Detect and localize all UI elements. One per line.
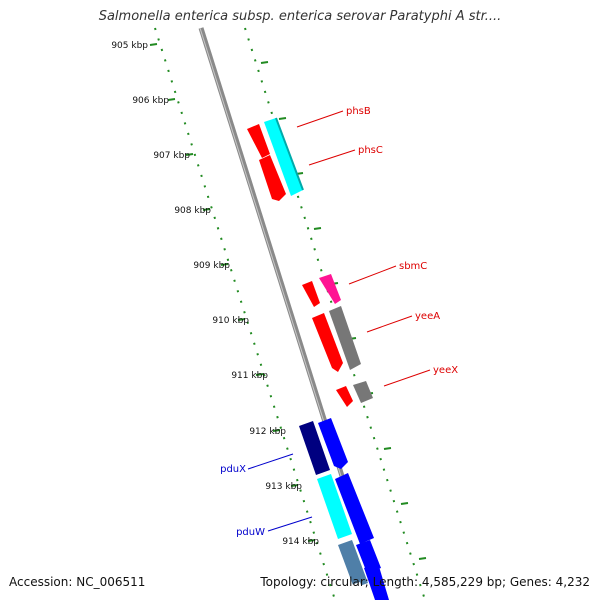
ruler-ticks — [149, 43, 427, 560]
tick-labels: 905 kbp 906 kbp 907 kbp 908 kbp 909 kbp … — [111, 41, 319, 547]
left-major-tick — [307, 539, 316, 542]
gene-feature-phsC[interactable] — [264, 118, 303, 196]
gene-features[interactable] — [247, 117, 389, 600]
tick-label: 912 kbp — [249, 427, 286, 437]
left-major-tick — [290, 484, 299, 487]
tick-label: 905 kbp — [111, 41, 148, 51]
gene-leaders — [247, 110, 431, 532]
left-major-tick — [272, 429, 281, 432]
gene-feature-blue[interactable] — [335, 473, 374, 544]
gene-feature-steel[interactable] — [338, 540, 368, 588]
gene-label-sbmC[interactable]: sbmC — [399, 261, 427, 272]
gene-label-pduX[interactable]: pduX — [220, 464, 246, 475]
right-major-tick — [400, 502, 409, 505]
leader-line-sbmC — [348, 265, 397, 285]
gene-feature-grey[interactable] — [329, 306, 361, 370]
gene-label-yeeX[interactable]: yeeX — [433, 365, 458, 376]
tick-label: 911 kbp — [231, 371, 268, 381]
gene-label-yeeA[interactable]: yeeA — [415, 311, 440, 322]
gene-feature-red[interactable] — [336, 386, 353, 407]
left-major-tick — [237, 318, 246, 321]
right-major-tick — [278, 117, 287, 120]
gene-label-pduW[interactable]: pduW — [236, 527, 265, 538]
tick-label: 906 kbp — [132, 96, 169, 106]
gene-feature-pduX[interactable] — [299, 421, 330, 475]
gene-feature-red[interactable] — [302, 281, 320, 307]
left-major-tick — [202, 208, 211, 211]
right-major-tick — [260, 61, 269, 64]
tick-label: 907 kbp — [153, 151, 190, 161]
tick-label: 913 kbp — [265, 482, 302, 492]
gene-feature-phsC-shade — [275, 117, 304, 191]
leader-line-pduW — [267, 516, 313, 532]
left-major-tick — [185, 153, 194, 156]
right-major-tick — [418, 557, 427, 560]
gene-feature-red[interactable] — [259, 155, 286, 201]
leader-line-yeeA — [366, 315, 413, 333]
leader-line-yeeX — [383, 369, 431, 387]
organism-title: Salmonella enterica subsp. enterica sero… — [98, 9, 502, 24]
gene-feature-yeeA[interactable] — [312, 313, 343, 372]
tick-label: 910 kbp — [212, 316, 249, 326]
gene-feature-pduW[interactable] — [317, 474, 352, 539]
accession-info: Accession: NC_006511 — [9, 575, 146, 589]
gene-label-phsC[interactable]: phsC — [358, 145, 383, 156]
leader-line-phsB — [296, 110, 344, 128]
left-major-tick — [167, 98, 176, 101]
gene-feature-yeeX[interactable] — [353, 381, 373, 403]
gene-labels: phsB phsC sbmC yeeA yeeX pduX pduW — [220, 106, 458, 538]
gene-feature-blue[interactable] — [318, 418, 348, 469]
leader-line-pduX — [247, 453, 294, 470]
leader-line-phsC — [308, 149, 356, 166]
tick-label: 914 kbp — [282, 537, 319, 547]
tick-label: 909 kbp — [193, 261, 230, 271]
gene-feature-white — [348, 582, 366, 600]
right-major-tick — [383, 447, 392, 450]
left-ruler — [154, 27, 336, 600]
gene-feature-sbmC[interactable] — [319, 274, 341, 304]
gene-label-phsB[interactable]: phsB — [346, 106, 371, 117]
genome-summary: Topology: circular; Length: 4,585,229 bp… — [260, 575, 590, 589]
left-major-tick — [149, 43, 158, 46]
gene-feature-red[interactable] — [247, 124, 270, 158]
left-major-tick — [220, 263, 229, 266]
tick-label: 908 kbp — [174, 206, 211, 216]
right-major-tick — [313, 227, 322, 230]
gene-feature-blue[interactable] — [364, 563, 389, 600]
left-major-tick — [255, 373, 264, 376]
